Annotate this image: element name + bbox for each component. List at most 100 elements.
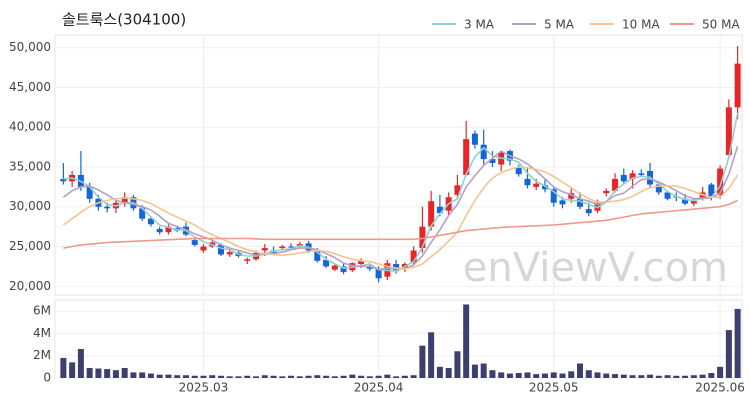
y-tick-label: 2M xyxy=(33,348,51,362)
volume-bar xyxy=(436,366,443,378)
volume-bar xyxy=(69,362,76,378)
candle-body xyxy=(358,260,365,264)
volume-bar xyxy=(419,345,426,378)
volume-bar xyxy=(235,376,242,378)
volume-bar xyxy=(410,375,417,378)
volume-bar xyxy=(244,375,251,378)
volume-bar xyxy=(612,374,619,378)
y-tick-label: 20,000 xyxy=(9,279,51,293)
volume-bar xyxy=(331,376,338,378)
candle-body xyxy=(725,107,732,156)
candle-body xyxy=(568,193,575,199)
legend-label: 5 MA xyxy=(544,18,575,32)
candle-body xyxy=(60,178,67,182)
y-tick-label: 35,000 xyxy=(9,159,51,173)
volume-bar xyxy=(86,367,93,378)
candle-body xyxy=(261,248,268,251)
volume-bar xyxy=(182,375,189,378)
chart-title: 솔트룩스(304100) xyxy=(62,11,186,29)
x-tick-label: 2025.06 xyxy=(695,381,745,395)
volume-bar xyxy=(200,375,207,378)
volume-bar xyxy=(95,368,102,378)
volume-bar xyxy=(305,375,312,378)
volume-bar xyxy=(524,372,531,378)
candle-body xyxy=(533,183,540,187)
candle-body xyxy=(200,246,207,251)
volume-bar xyxy=(340,375,347,378)
volume-bar xyxy=(174,375,181,378)
volume-bar xyxy=(541,373,548,378)
candle-body xyxy=(463,139,470,175)
candle-body xyxy=(603,190,610,194)
candle-body xyxy=(340,266,347,272)
volume-bar xyxy=(349,374,356,378)
volume-bar xyxy=(375,375,382,378)
candle-body xyxy=(165,226,172,233)
volume-bar xyxy=(647,374,654,378)
volume-bar xyxy=(708,372,715,378)
legend-label: 10 MA xyxy=(622,18,660,32)
candle-body xyxy=(156,229,163,233)
candle-body xyxy=(620,174,627,182)
volume-bar xyxy=(112,370,119,378)
volume-bar xyxy=(296,376,303,378)
volume-bar xyxy=(533,374,540,378)
volume-bar xyxy=(191,375,198,378)
candle-body xyxy=(419,226,426,249)
candle-body xyxy=(454,185,461,195)
candle-body xyxy=(226,252,233,255)
volume-bar xyxy=(261,375,268,378)
candle-body xyxy=(638,173,645,175)
volume-bar xyxy=(690,375,697,378)
volume-bar xyxy=(550,372,557,378)
volume-bar xyxy=(725,330,732,378)
legend-label: 50 MA xyxy=(702,18,740,32)
volume-bar xyxy=(577,363,584,378)
volume-bar xyxy=(734,308,741,378)
volume-bar xyxy=(445,367,452,378)
volume-bar xyxy=(638,375,645,378)
volume-bar xyxy=(620,374,627,378)
volume-bar xyxy=(489,370,496,378)
volume-bar xyxy=(384,374,391,378)
candle-body xyxy=(471,133,478,145)
volume-bar xyxy=(226,376,233,378)
y-tick-label: 50,000 xyxy=(9,40,51,54)
volume-bar xyxy=(279,376,286,378)
volume-bar xyxy=(480,363,487,378)
candle-body xyxy=(366,266,373,269)
volume-bar xyxy=(655,375,662,378)
candle-body xyxy=(323,260,330,267)
volume-bar xyxy=(139,372,146,378)
ma-line xyxy=(62,166,739,270)
legend-label: 3 MA xyxy=(464,18,495,32)
volume-bar xyxy=(629,375,636,378)
candle-body xyxy=(612,178,619,191)
candle-body xyxy=(682,198,689,204)
price-panel xyxy=(54,34,743,296)
volume-bar xyxy=(253,376,260,378)
y-tick-label: 40,000 xyxy=(9,120,51,134)
y-tick-label: 30,000 xyxy=(9,199,51,213)
candle-body xyxy=(690,201,697,204)
candle-body xyxy=(191,240,198,245)
candle-body xyxy=(436,206,443,214)
volume-bar xyxy=(358,375,365,378)
candle-body xyxy=(541,185,548,190)
volume-bar xyxy=(156,374,163,378)
volume-bar xyxy=(682,375,689,378)
volume-bar xyxy=(699,374,706,378)
candle-body xyxy=(577,198,584,207)
candle-body xyxy=(708,184,715,198)
volume-bar xyxy=(366,376,373,378)
volume-bar xyxy=(217,375,224,378)
candle-body xyxy=(480,144,487,160)
candle-body xyxy=(314,250,321,261)
candle-body xyxy=(217,244,224,255)
candle-body xyxy=(279,246,286,249)
volume-bar xyxy=(559,373,566,378)
volume-bar xyxy=(664,375,671,378)
candle-body xyxy=(717,168,724,195)
candle-body xyxy=(629,173,636,179)
